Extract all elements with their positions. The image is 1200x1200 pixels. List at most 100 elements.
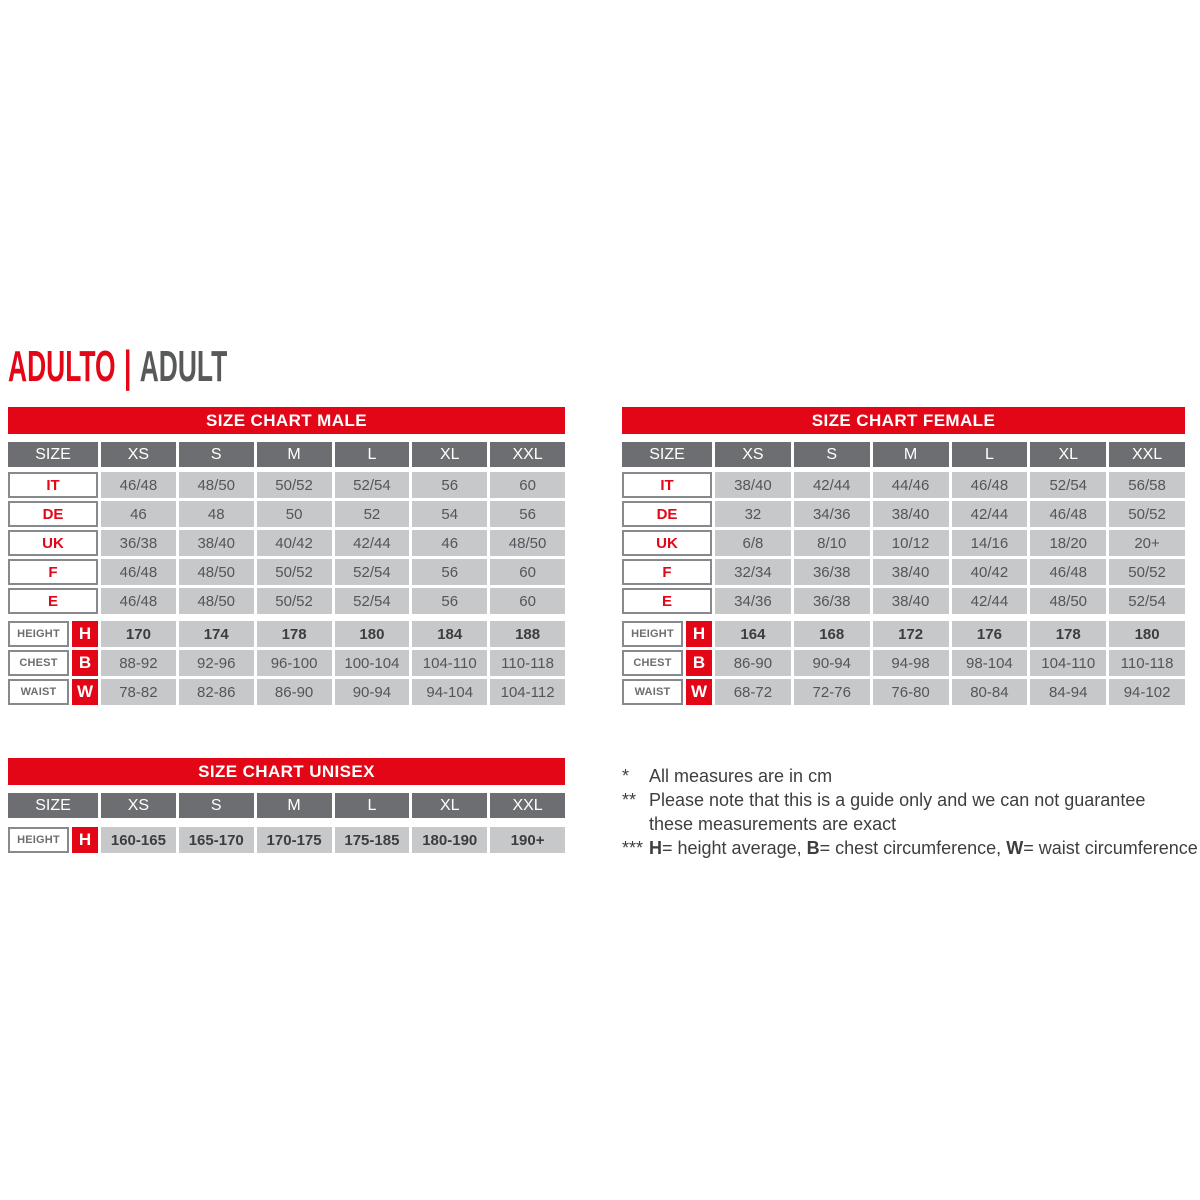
size-row-e: E 46/48 48/50 50/52 52/54 56 60 (8, 588, 565, 614)
column-header-xxl: XXL (490, 793, 565, 818)
footnote-text: All measures are in cm (649, 764, 832, 788)
size-cell: 60 (490, 472, 565, 498)
title-english: ADULT (139, 342, 228, 391)
size-cell: 50/52 (1109, 501, 1185, 527)
size-row-it: IT 38/40 42/44 44/46 46/48 52/54 56/58 (622, 472, 1185, 498)
measure-badge: W (686, 679, 712, 705)
measure-label-group: HEIGHT H (622, 621, 712, 647)
footnote-text: H= height average, B= chest circumferenc… (649, 836, 1198, 860)
size-cell: 56 (412, 559, 488, 585)
column-header-m: M (872, 442, 949, 467)
size-cell: 56 (490, 501, 565, 527)
measure-cell: 78-82 (101, 679, 176, 705)
table-header-row: SIZE XS S M L XL XXL (8, 442, 565, 467)
measure-label-group: HEIGHT H (8, 827, 98, 853)
size-cell: 50 (256, 501, 332, 527)
measure-cell: 168 (793, 621, 870, 647)
row-label: F (622, 559, 712, 585)
measure-row-height: HEIGHT H 164 168 172 176 178 180 (622, 621, 1185, 647)
size-cell: 32/34 (715, 559, 791, 585)
footnotes: * All measures are in cm ** Please note tha… (622, 764, 1200, 860)
measure-cell: 94-104 (412, 679, 488, 705)
size-cell: 18/20 (1030, 530, 1107, 556)
measure-cell: 90-94 (793, 650, 870, 676)
measure-row-height: HEIGHT H 170 174 178 180 184 188 (8, 621, 565, 647)
column-header-s: S (793, 442, 870, 467)
footnote-marker: * (622, 766, 630, 786)
measure-row-chest: CHEST B 88-92 92-96 96-100 100-104 104-110 110-… (8, 650, 565, 676)
size-cell: 38/40 (715, 472, 791, 498)
title-italian: ADULTO (8, 342, 116, 391)
size-corner-header: SIZE (8, 442, 98, 467)
measure-cell: 165-170 (178, 827, 254, 853)
footnote-text-part: H (649, 838, 662, 858)
measure-cell: 176 (951, 621, 1028, 647)
size-cell: 20+ (1109, 530, 1185, 556)
measure-row-chest: CHEST B 86-90 90-94 94-98 98-104 104-110 110-11… (622, 650, 1185, 676)
size-cell: 46/48 (101, 559, 176, 585)
size-cell: 52/54 (1030, 472, 1107, 498)
measure-cell: 94-102 (1109, 679, 1185, 705)
size-cell: 46 (101, 501, 176, 527)
row-label: UK (8, 530, 98, 556)
footnote-text: Please note that this is a guide only an… (649, 788, 1154, 836)
measure-cell: 104-110 (1030, 650, 1107, 676)
size-cell: 52 (334, 501, 410, 527)
measure-cell: 178 (256, 621, 332, 647)
size-cell: 46/48 (101, 472, 176, 498)
footnote-text-part: = waist circumference (1023, 838, 1198, 858)
measure-badge: H (72, 621, 98, 647)
measure-cell: 96-100 (256, 650, 332, 676)
measure-cell: 178 (1030, 621, 1107, 647)
measure-cell: 80-84 (951, 679, 1028, 705)
size-cell: 46 (412, 530, 488, 556)
measure-cell: 76-80 (872, 679, 949, 705)
measure-row-height: HEIGHT H 160-165 165-170 170-175 175-185 180-1… (8, 827, 565, 853)
size-cell: 44/46 (872, 472, 949, 498)
column-header-xxl: XXL (1109, 442, 1185, 467)
measure-cell: 100-104 (334, 650, 410, 676)
footnote-text-part: B (806, 838, 820, 858)
measure-cell: 110-118 (490, 650, 565, 676)
size-cell: 10/12 (872, 530, 949, 556)
table-header-row: SIZE XS S M L XL XXL (622, 442, 1185, 467)
size-corner-header: SIZE (622, 442, 712, 467)
table-title-banner: SIZE CHART UNISEX (8, 758, 565, 785)
footnote-text-part: Please note that this is a guide only an… (649, 790, 1146, 834)
footnote-line: ** Please note that this is a guide only … (622, 788, 1200, 836)
column-header-xs: XS (101, 442, 176, 467)
measure-cell: 88-92 (101, 650, 176, 676)
size-row-uk: UK 6/8 8/10 10/12 14/16 18/20 20+ (622, 530, 1185, 556)
measure-cell: 86-90 (256, 679, 332, 705)
size-cell: 50/52 (1109, 559, 1185, 585)
measure-label: HEIGHT (8, 621, 69, 647)
measure-cell: 164 (715, 621, 791, 647)
size-cell: 50/52 (256, 588, 332, 614)
column-header-s: S (178, 793, 254, 818)
measure-label: CHEST (8, 650, 69, 676)
size-cell: 52/54 (334, 588, 410, 614)
measure-cell: 172 (872, 621, 949, 647)
measure-cell: 84-94 (1030, 679, 1107, 705)
size-cell: 36/38 (793, 559, 870, 585)
measure-badge: B (72, 650, 98, 676)
size-row-e: E 34/36 36/38 38/40 42/44 48/50 52/54 (622, 588, 1185, 614)
footnote-line: *** H= height average, B= chest circumfer… (622, 836, 1200, 860)
measure-cell: 82-86 (178, 679, 254, 705)
size-row-f: F 46/48 48/50 50/52 52/54 56 60 (8, 559, 565, 585)
table-title-banner: SIZE CHART FEMALE (622, 407, 1185, 434)
column-header-m: M (256, 442, 332, 467)
measure-cell: 170 (101, 621, 176, 647)
measure-cell: 68-72 (715, 679, 791, 705)
size-cell: 60 (490, 559, 565, 585)
measure-label-group: WAIST W (8, 679, 98, 705)
measure-label: CHEST (622, 650, 683, 676)
footnote-line: * All measures are in cm (622, 764, 1200, 788)
size-cell: 52/54 (1109, 588, 1185, 614)
size-cell: 14/16 (951, 530, 1028, 556)
column-header-xl: XL (1030, 442, 1107, 467)
measure-cell: 175-185 (334, 827, 410, 853)
row-label: E (8, 588, 98, 614)
size-cell: 6/8 (715, 530, 791, 556)
size-cell: 46/48 (1030, 559, 1107, 585)
